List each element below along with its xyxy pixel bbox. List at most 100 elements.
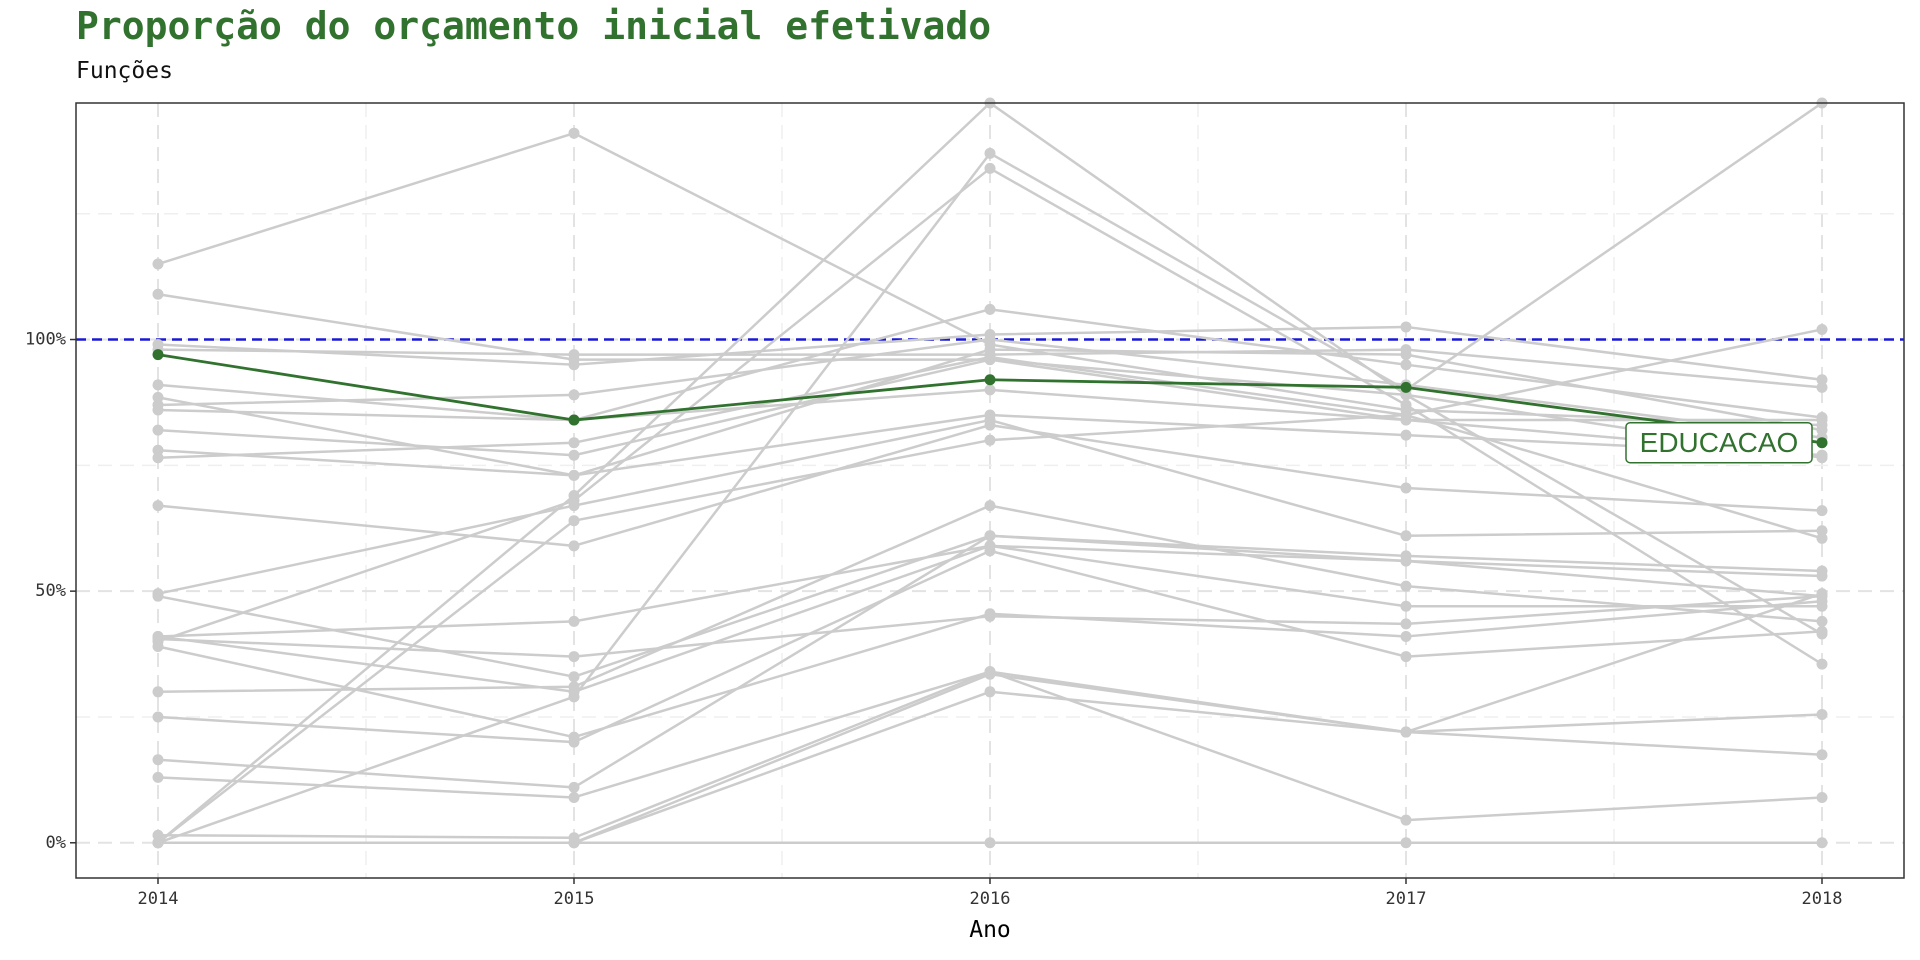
data-point [984,530,996,542]
data-point [152,590,164,602]
data-point [1816,615,1828,627]
data-point [568,414,580,426]
data-point [1816,374,1828,386]
data-point [1400,381,1412,393]
data-point [1816,837,1828,849]
series-21 [152,500,1828,698]
data-point [1400,814,1412,826]
data-point [568,349,580,361]
data-point [984,434,996,446]
data-point [1400,555,1412,567]
data-point [1816,525,1828,537]
data-point [984,608,996,620]
data-point [1816,570,1828,582]
y-axis: 0% 50% 100% [25,330,76,853]
series-educacao [152,349,1828,449]
data-point [568,671,580,683]
data-point [1816,381,1828,393]
data-point [984,545,996,557]
data-point [568,837,580,849]
data-point [984,147,996,159]
data-point [1400,482,1412,494]
data-point [1400,726,1412,738]
data-point [1400,600,1412,612]
data-point [152,633,164,645]
data-point [568,791,580,803]
x-tick-label: 2015 [554,889,595,909]
data-point [1400,618,1412,630]
data-point [1816,424,1828,436]
data-point [1400,651,1412,663]
data-point [1400,399,1412,411]
data-point [1400,530,1412,542]
data-point [984,500,996,512]
data-point [568,681,580,693]
data-point [1400,630,1412,642]
data-point [1400,389,1412,401]
data-point [984,344,996,356]
series-31 [152,588,1828,849]
data-point [1400,580,1412,592]
data-point [984,686,996,698]
x-tick-label: 2014 [138,889,179,909]
data-point [984,162,996,174]
data-point [152,754,164,766]
data-point [984,668,996,680]
data-point [1816,505,1828,517]
data-point [1816,791,1828,803]
data-point [984,334,996,346]
x-axis-title: Ano [969,917,1011,943]
data-point [568,736,580,748]
data-point [984,303,996,315]
highlight-series-label: EDUCACAO [1625,421,1813,464]
y-tick-label: 100% [25,330,66,350]
data-point [152,391,164,403]
data-point [152,379,164,391]
y-tick-label: 0% [46,833,66,853]
data-point [152,500,164,512]
data-point [152,829,164,841]
data-point [1816,449,1828,461]
data-point [984,351,996,363]
data-point [568,651,580,663]
data-point [984,414,996,426]
data-point [1816,628,1828,640]
data-point [1400,321,1412,333]
data-point [152,771,164,783]
data-point [568,359,580,371]
data-point [1400,429,1412,441]
data-point [152,288,164,300]
y-tick-label: 50% [35,581,66,601]
data-point [568,691,580,703]
data-point [1816,412,1828,424]
data-point [1400,837,1412,849]
data-point [152,837,164,849]
chart-title: Proporção do orçamento inicial efetivado [76,4,992,48]
data-point [568,515,580,527]
data-point [568,437,580,449]
highlight-label-text: EDUCACAO [1640,427,1799,458]
x-axis: 2014 2015 2016 2017 2018 [138,878,1842,909]
data-point [568,469,580,481]
data-point [1816,658,1828,670]
data-point [152,711,164,723]
background-series [152,97,1828,849]
x-tick-label: 2016 [970,889,1011,909]
data-point [1816,532,1828,544]
data-point [984,384,996,396]
data-point [568,449,580,461]
data-point [984,374,996,386]
highlight-label-box [1625,421,1813,464]
data-point [152,444,164,456]
data-point [1400,409,1412,421]
highlight-series [152,349,1828,449]
data-point [1400,349,1412,361]
data-point [1400,359,1412,371]
data-point [568,127,580,139]
chart-subtitle: Funções [76,58,173,84]
data-point [152,349,164,361]
data-point [1816,323,1828,335]
data-point [1816,749,1828,761]
data-point [568,540,580,552]
